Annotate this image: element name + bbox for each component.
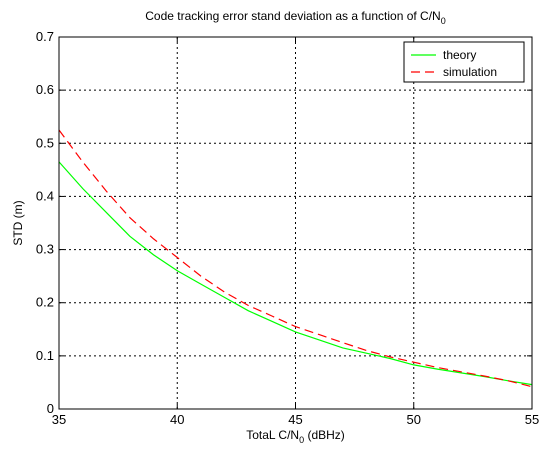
y-tick-label: 0.1: [36, 348, 54, 363]
y-tick-label: 0.4: [36, 188, 54, 203]
chart-title-main: Code tracking error stand deviation as a…: [145, 9, 441, 23]
x-tick-label: 50: [407, 412, 421, 427]
series-line-theory: [58, 161, 533, 386]
legend: theory simulation: [403, 41, 525, 83]
x-tick-label: 55: [525, 412, 539, 427]
y-tick-label: 0.2: [36, 295, 54, 310]
x-axis-label: TotaL C/N0 (dBHz): [246, 428, 345, 445]
y-tick-label: 0.5: [36, 135, 54, 150]
y-axis-label: STD (m): [11, 200, 25, 245]
legend-box: [403, 41, 525, 83]
x-tick-label: 40: [170, 412, 184, 427]
y-tick-label: 0.7: [36, 29, 54, 44]
y-tick-label: 0.6: [36, 82, 54, 97]
chart-title-subscript: 0: [441, 16, 446, 26]
series-line-simulation: [58, 129, 533, 388]
x-tick-label: 45: [288, 412, 302, 427]
legend-label-theory: theory: [443, 48, 476, 62]
legend-label-simulation: simulation: [443, 65, 497, 79]
x-axis-label-units: (dBHz): [304, 428, 345, 442]
grid-lines: [59, 37, 532, 409]
x-axis-ticks: 35 40 45 50 55: [52, 37, 539, 427]
y-tick-label: 0.3: [36, 242, 54, 257]
x-tick-label: 35: [52, 412, 66, 427]
y-axis-ticks: 0 0.1 0.2 0.3 0.4 0.5 0.6 0.7: [36, 29, 532, 416]
x-axis-label-main: TotaL C/N: [246, 428, 299, 442]
series-lines: [58, 129, 533, 388]
x-axis-label-subscript: 0: [299, 435, 304, 445]
y-tick-label: 0: [47, 401, 54, 416]
chart-title: Code tracking error stand deviation as a…: [145, 9, 446, 26]
